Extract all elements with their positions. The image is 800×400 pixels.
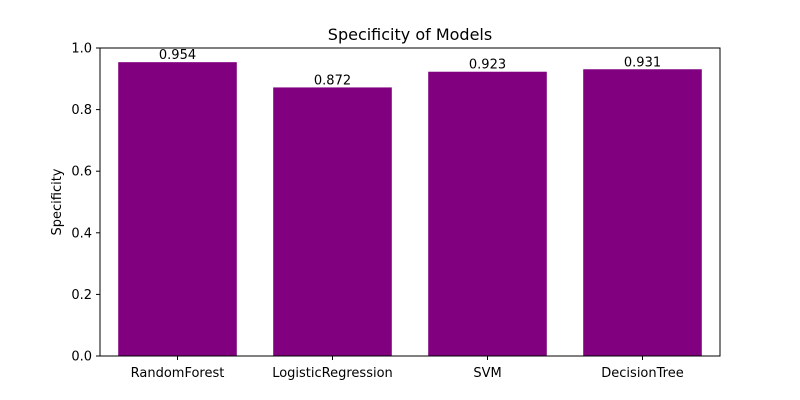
- x-tick-label-LogisticRegression: LogisticRegression: [272, 366, 393, 381]
- data-label-RandomForest: 0.954: [159, 48, 196, 63]
- bars-layer: [118, 62, 702, 357]
- data-label-SVM: 0.923: [469, 58, 506, 73]
- bar-RandomForest: [118, 62, 237, 357]
- y-axis: 0.0 0.2 0.4 0.6 0.8 1.0: [71, 42, 100, 365]
- chart-title: Specificity of Models: [328, 25, 492, 44]
- data-label-LogisticRegression: 0.872: [314, 73, 351, 88]
- data-label-DecisionTree: 0.931: [624, 55, 661, 70]
- y-tick-label-4: 0.8: [71, 103, 92, 118]
- x-tick-label-RandomForest: RandomForest: [131, 366, 225, 381]
- axes-frame: [99, 47, 721, 357]
- y-tick-label-0: 0.0: [71, 350, 92, 365]
- x-tick-label-DecisionTree: DecisionTree: [601, 366, 683, 381]
- data-labels-layer: 0.954 0.872 0.923 0.931: [159, 48, 661, 88]
- bar-LogisticRegression: [273, 87, 392, 357]
- y-tick-label-3: 0.6: [71, 165, 92, 180]
- y-tick-label-5: 1.0: [71, 42, 92, 57]
- bar-DecisionTree: [583, 69, 702, 356]
- x-tick-label-SVM: SVM: [473, 366, 501, 381]
- y-tick-label-1: 0.2: [71, 288, 92, 303]
- x-axis: RandomForest LogisticRegression SVM Decisio…: [131, 356, 684, 381]
- y-axis-label: Specificity: [50, 168, 65, 235]
- y-tick-label-2: 0.4: [71, 226, 92, 241]
- bar-SVM: [428, 71, 547, 356]
